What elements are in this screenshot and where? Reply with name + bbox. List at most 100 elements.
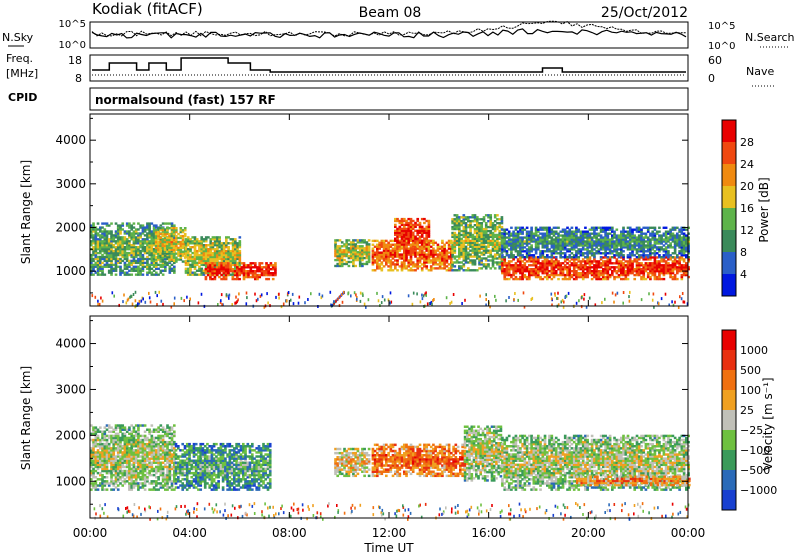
- echo-cell: [519, 277, 522, 281]
- echo-cell: [94, 232, 98, 235]
- echo-cell: [554, 238, 558, 241]
- echo-cell: [510, 226, 513, 229]
- echo-cell: [626, 266, 630, 269]
- echo-cell: [347, 239, 351, 242]
- echo-cell: [341, 293, 343, 296]
- echo-cell: [635, 262, 639, 265]
- echo-cell: [493, 267, 497, 270]
- echo-cell: [546, 246, 549, 249]
- echo-cell: [599, 258, 603, 261]
- echo-cell: [195, 244, 199, 247]
- echo-cell: [581, 272, 585, 275]
- echo-cell: [489, 235, 493, 239]
- echo-cell: [680, 268, 684, 271]
- echo-cell: [234, 257, 237, 261]
- echo-cell: [92, 438, 95, 442]
- echo-cell: [92, 473, 95, 477]
- echo-cell: [238, 242, 242, 245]
- echo-cell: [541, 254, 545, 257]
- echo-cell: [163, 234, 167, 238]
- echo-cell: [403, 229, 406, 232]
- echo-cell: [90, 463, 93, 467]
- echo-cell: [528, 273, 531, 277]
- echo-cell: [207, 257, 210, 261]
- echo-cell: [207, 259, 210, 263]
- echo-cell: [660, 238, 663, 241]
- echo-cell: [90, 267, 93, 270]
- echo-cell: [105, 263, 109, 267]
- echo-cell: [287, 291, 290, 294]
- echo-cell: [464, 235, 468, 239]
- echo-cell: [367, 254, 371, 258]
- colorbar-tick-label: 20: [740, 180, 754, 193]
- echo-cell: [222, 264, 226, 267]
- echo-cell: [101, 273, 104, 276]
- echo-cell: [378, 255, 381, 258]
- echo-cell: [543, 238, 547, 241]
- echo-cell: [349, 243, 353, 246]
- echo-cell: [134, 299, 137, 303]
- echo-cell: [628, 238, 632, 241]
- echo-cell: [554, 226, 558, 229]
- echo-cell: [405, 241, 408, 244]
- echo-cell: [445, 296, 448, 300]
- echo-cell: [577, 238, 581, 241]
- echo-cell: [141, 255, 145, 259]
- echo-cell: [633, 268, 637, 271]
- echo-cell: [584, 266, 587, 269]
- echo-cell: [447, 243, 451, 246]
- echo-cell: [579, 275, 583, 279]
- echo-cell: [231, 303, 233, 307]
- echo-cell: [554, 264, 558, 267]
- echo-cell: [563, 264, 567, 267]
- echo-cell: [211, 277, 214, 281]
- echo-cell: [484, 259, 488, 262]
- echo-cell: [458, 261, 461, 264]
- echo-cell: [682, 242, 686, 245]
- echo-cell: [387, 251, 390, 254]
- echo-cell: [107, 251, 111, 255]
- echo-cell: [245, 270, 248, 273]
- echo-cell: [462, 231, 466, 235]
- echo-cell: [546, 226, 549, 229]
- echo-cell: [92, 486, 95, 489]
- echo-cell: [92, 463, 95, 467]
- echo-cell: [451, 253, 454, 256]
- echo-cell: [168, 265, 172, 268]
- echo-cell: [128, 232, 131, 235]
- power-echo-cells: [90, 214, 690, 309]
- echo-cell: [579, 242, 583, 245]
- echo-cell: [134, 255, 138, 259]
- echo-cell: [380, 267, 384, 270]
- echo-cell: [624, 242, 628, 245]
- echo-cell: [637, 234, 641, 237]
- echo-cell: [501, 256, 504, 259]
- echo-cell: [489, 216, 493, 219]
- echo-cell: [260, 266, 264, 269]
- echo-cell: [653, 273, 657, 277]
- echo-cell: [467, 216, 470, 219]
- echo-cell: [646, 272, 650, 275]
- echo-cell: [537, 268, 540, 271]
- echo-cell: [539, 268, 542, 271]
- echo-cell: [673, 266, 677, 269]
- echo-cell: [568, 270, 572, 273]
- echo-cell: [349, 253, 353, 256]
- echo-cell: [130, 244, 134, 247]
- echo-cell: [367, 247, 371, 250]
- echo-cell: [631, 234, 634, 237]
- echo-cell: [140, 299, 143, 303]
- echo-cell: [193, 240, 197, 243]
- echo-cell: [175, 238, 178, 242]
- echo-cell: [154, 250, 158, 253]
- echo-cell: [528, 242, 531, 245]
- echo-cell: [493, 227, 497, 231]
- echo-cell: [655, 264, 659, 267]
- echo-cell: [195, 255, 199, 259]
- echo-cell: [403, 235, 406, 238]
- echo-cell: [646, 256, 650, 259]
- echo-cell: [662, 232, 666, 235]
- echo-cell: [539, 262, 542, 265]
- echo-cell: [427, 253, 431, 256]
- echo-cell: [680, 242, 684, 245]
